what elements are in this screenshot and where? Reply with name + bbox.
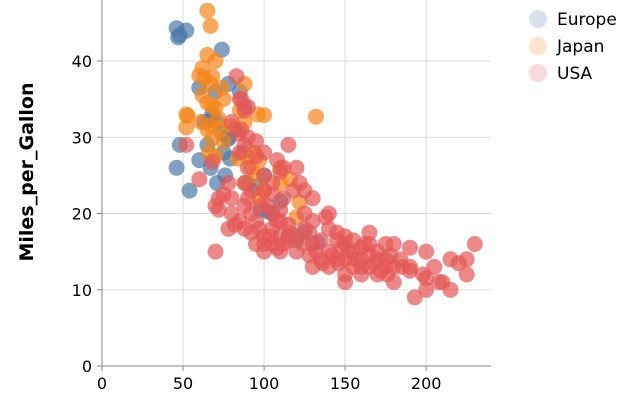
x-tick-label: 150 [330,374,361,393]
point-japan [207,53,224,69]
legend-swatch-japan [529,37,547,55]
point-japan [212,121,229,138]
point-usa [191,171,208,188]
y-tick-label: 40 [72,52,92,71]
data-points [168,2,483,306]
point-usa [256,144,273,161]
point-usa [178,136,195,153]
point-usa [256,182,273,199]
point-usa [204,153,221,170]
point-usa [442,281,459,298]
point-usa [288,159,305,176]
point-europe [168,159,185,176]
point-usa [248,133,264,150]
point-japan [199,94,216,111]
point-japan [178,119,195,136]
point-usa [392,251,409,268]
point-usa [304,190,321,207]
point-usa [236,220,253,237]
point-usa [272,163,289,180]
point-usa [320,205,337,222]
y-tick-label: 30 [72,128,92,147]
point-japan [256,107,273,124]
point-usa [402,239,418,256]
point-usa [418,243,435,260]
point-usa [296,205,313,222]
point-usa [353,258,370,275]
point-japan [196,70,213,87]
point-usa [236,197,253,214]
point-japan [199,2,216,19]
legend-label-europe: Europe [557,10,617,30]
point-usa [418,270,435,287]
point-usa [239,159,256,176]
legend-swatch-usa [529,64,547,82]
point-usa [458,266,475,283]
point-europe [181,182,198,199]
point-japan [213,79,230,96]
legend: Europe Japan USA [529,10,617,84]
point-usa [329,224,345,241]
legend-label-japan: Japan [556,37,604,57]
point-usa [330,255,347,272]
point-usa [406,289,423,306]
point-europe [178,22,195,39]
point-usa [280,136,297,153]
point-usa [402,262,418,279]
point-usa [379,266,396,283]
x-tick-label: 0 [97,374,107,393]
point-usa [285,182,302,199]
point-usa [466,236,483,252]
legend-label-usa: USA [557,64,593,84]
tick-labels: 0 50 100 150 200 0 10 20 30 40 [72,52,442,393]
point-usa [356,236,373,252]
y-tick-label: 0 [82,357,92,376]
point-usa [207,243,224,260]
y-tick-label: 20 [72,205,92,224]
point-usa [337,274,354,291]
point-usa [243,182,260,199]
x-tick-label: 100 [249,374,280,393]
point-usa [228,68,245,85]
legend-swatch-europe [529,10,547,28]
y-axis-title: Miles_per_Gallon [16,82,38,261]
point-usa [239,98,256,115]
x-tick-label: 50 [173,374,193,393]
y-tick-label: 10 [72,281,92,300]
point-usa [223,114,240,130]
point-usa [210,201,227,218]
point-japan [308,108,324,125]
point-usa [418,281,435,298]
point-japan [202,17,219,34]
point-usa [215,186,232,203]
point-usa [282,224,298,241]
point-usa [426,258,443,275]
point-usa [458,251,475,268]
x-tick-label: 200 [411,374,442,393]
